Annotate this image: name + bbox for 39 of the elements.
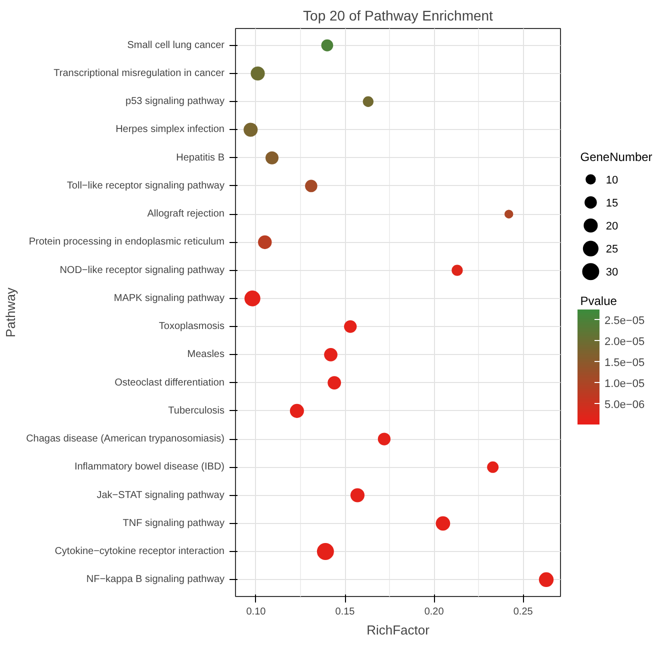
y-axis-title: Pathway (3, 287, 18, 338)
y-tick-label: Inflammatory bowel disease (IBD) (74, 462, 225, 473)
y-tick-label: TNF signaling pathway (122, 518, 225, 529)
y-tick-label: Chagas disease (American trypanosomiasis) (26, 434, 225, 445)
y-tick-label: p53 signaling pathway (126, 96, 225, 108)
x-tick-label: 0.10 (246, 606, 266, 618)
y-tick-label: Jak−STAT signaling pathway (96, 490, 224, 501)
x-tick-label: 0.20 (424, 606, 444, 618)
x-tick-label: 0.15 (335, 606, 356, 618)
y-tick-label: Measles (187, 349, 225, 360)
legend-label: 10 (606, 174, 618, 186)
x-axis-title: RichFactor (366, 622, 430, 638)
legend-label: 30 (606, 266, 618, 279)
x-tick-label: 0.25 (513, 606, 534, 618)
legend-label: 20 (606, 220, 618, 233)
color-bar-label: 5.0e−06 (604, 398, 645, 411)
y-tick-label: Cytokine−cytokine receptor interaction (54, 546, 225, 558)
color-bar-title: Pvalue (580, 294, 618, 308)
legend-label: 25 (606, 244, 618, 256)
y-tick-label: Small cell lung cancer (127, 40, 226, 51)
y-tick-label: Toll−like receptor signaling pathway (66, 180, 225, 192)
y-tick-label: Tuberculosis (168, 405, 225, 416)
y-tick-label: Osteoclast differentiation (114, 377, 225, 388)
color-bar-label: 2.0e−05 (604, 336, 645, 348)
y-tick-label: Toxoplasmosis (158, 321, 225, 332)
color-bar-label: 2.5e−05 (604, 314, 645, 327)
y-tick-label: Protein processing in endoplasmic reticulum (28, 236, 225, 248)
y-tick-label: NOD−like receptor signaling pathway (60, 264, 225, 276)
color-bar-label: 1.5e−05 (604, 356, 645, 369)
y-tick-label: Transcriptional misregulation in cancer (54, 68, 226, 79)
y-tick-label: MAPK signaling pathway (114, 292, 225, 304)
legend-label: 15 (606, 197, 618, 210)
chart-title: Top 20 of Pathway Enrichment (303, 8, 494, 24)
y-tick-label: NF−kappa B signaling pathway (86, 574, 224, 586)
legend-title: GeneNumber (580, 150, 652, 164)
y-tick-label: Herpes simplex infection (116, 124, 224, 136)
color-bar-label: 1.0e−05 (604, 378, 645, 390)
y-tick-label: Allograft rejection (147, 208, 225, 220)
y-tick-label: Hepatitis B (176, 152, 225, 164)
